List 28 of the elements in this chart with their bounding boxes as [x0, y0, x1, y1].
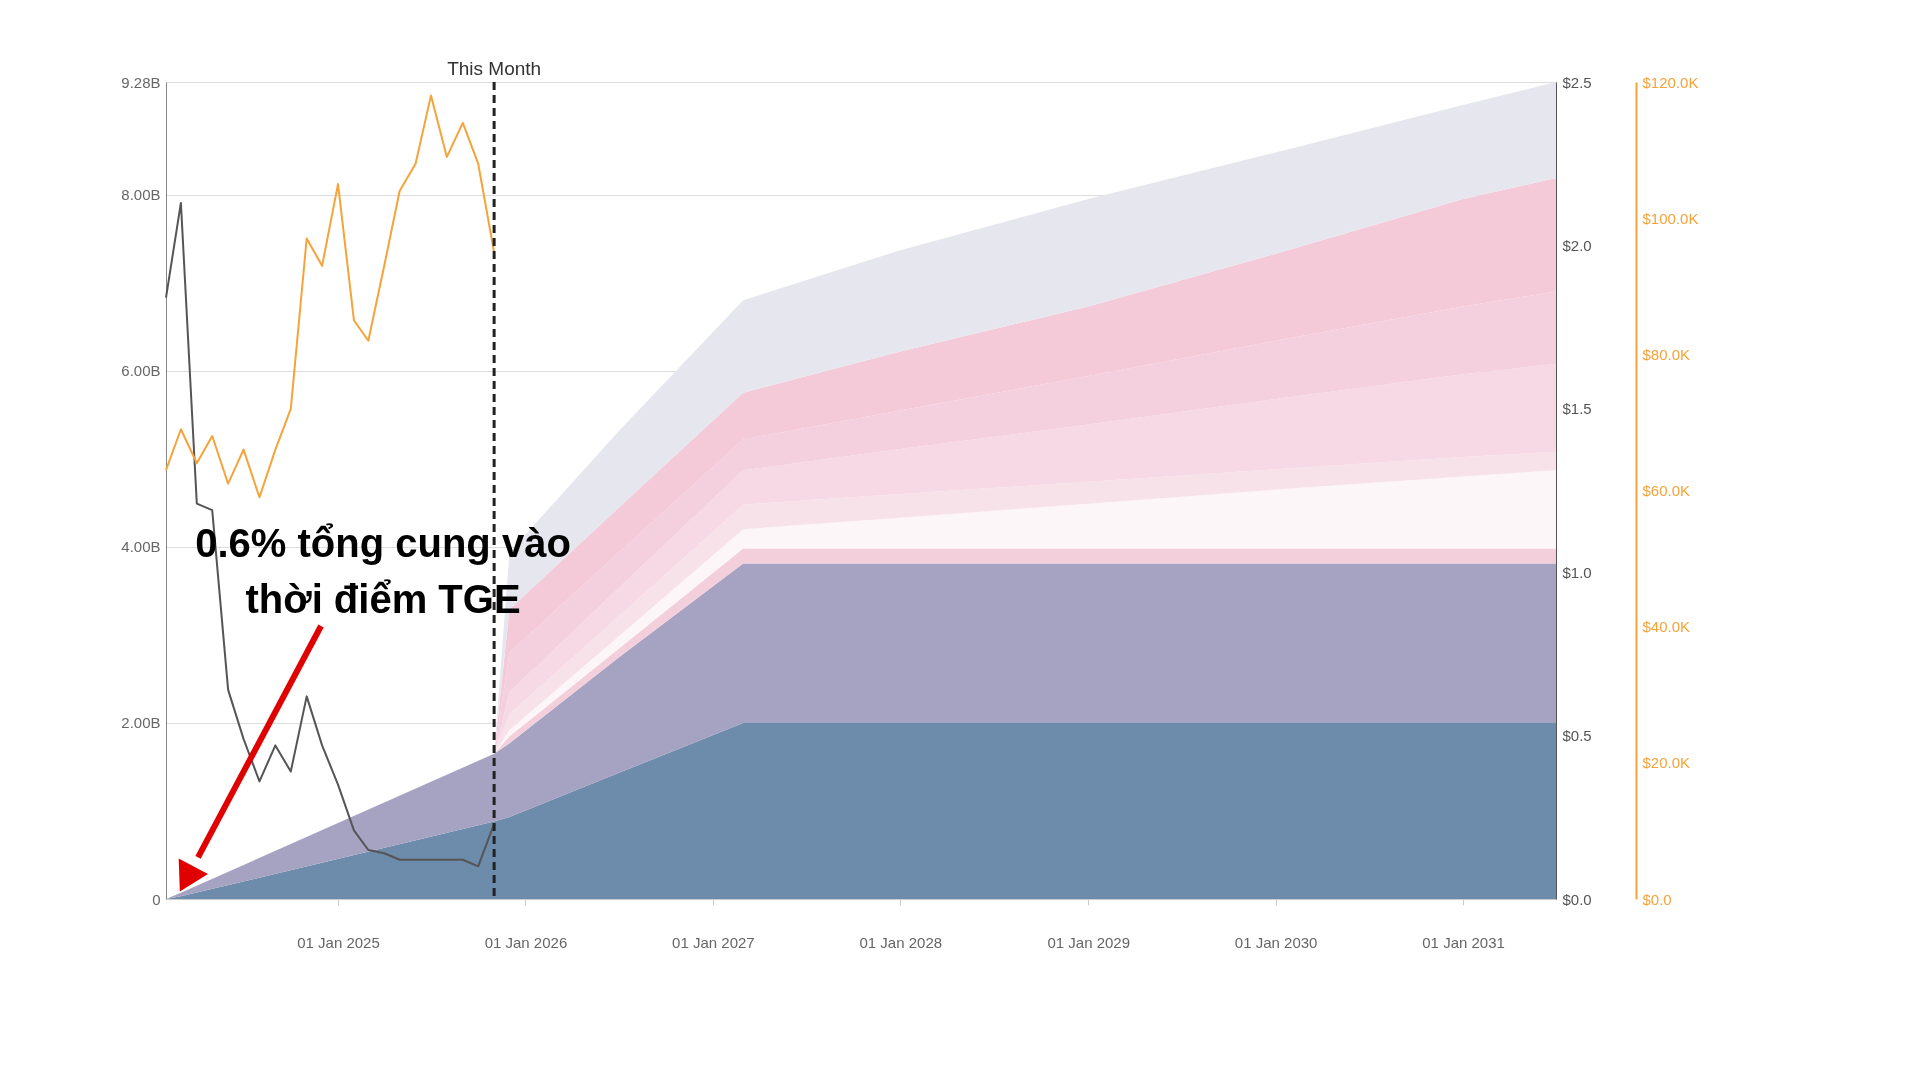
x-tick-label: 01 Jan 2026 [484, 933, 568, 951]
x-tick-label: 01 Jan 2028 [859, 933, 943, 951]
y3-tick-label: $60.0K [1642, 482, 1691, 499]
y2-tick-label: $0.0 [1562, 890, 1592, 908]
x-tick-label: 01 Jan 2029 [1047, 933, 1131, 951]
x-tick-label: 01 Jan 2025 [297, 933, 380, 951]
y3-tick-label: $100.0K [1642, 209, 1699, 227]
y-tick-label: 9.28B [121, 73, 161, 91]
y2-tick-label: $2.5 [1562, 73, 1592, 91]
y-tick-label: 4.00B [121, 538, 161, 556]
y-tick-label: 2.00B [121, 714, 161, 732]
y-tick-label: 6.00B [121, 362, 161, 380]
ref-line-label: This Month [447, 58, 542, 79]
y3-tick-label: $120.0K [1642, 73, 1699, 91]
y3-tick-label: $0.0 [1642, 890, 1672, 908]
y3-tick-label: $40.0K [1642, 618, 1691, 636]
y2-tick-label: $1.0 [1562, 563, 1592, 581]
y-tick-label: 0 [152, 890, 161, 908]
y3-tick-label: $80.0K [1642, 345, 1691, 363]
x-tick-label: 01 Jan 2031 [1422, 933, 1505, 951]
y2-tick-label: $2.0 [1562, 236, 1592, 254]
y2-tick-label: $1.5 [1562, 400, 1592, 418]
y2-tick-label: $0.5 [1562, 727, 1592, 745]
line-series [165, 94, 496, 499]
x-tick-label: 01 Jan 2030 [1234, 933, 1318, 951]
y-tick-label: 8.00B [121, 186, 161, 204]
y3-tick-label: $20.0K [1642, 754, 1691, 772]
x-tick-label: 01 Jan 2027 [672, 933, 755, 951]
